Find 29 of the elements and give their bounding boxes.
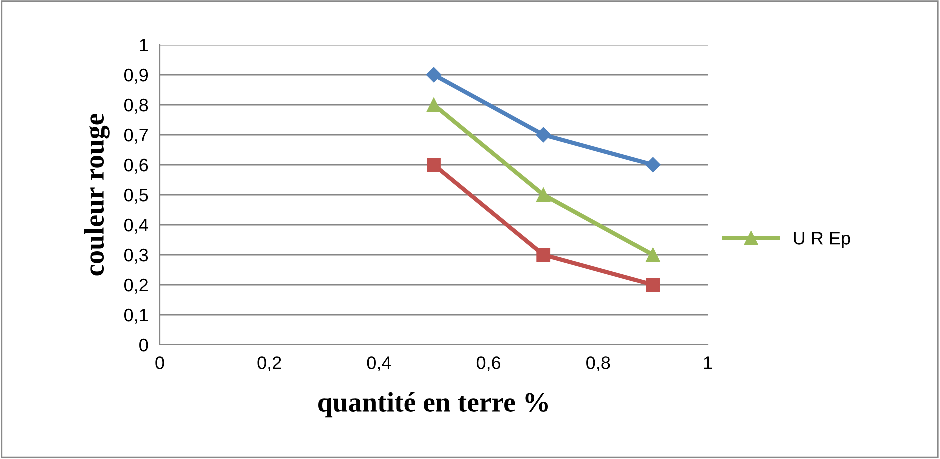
point [646,248,660,262]
x-tick-label: 0,2 [258,356,282,372]
point [536,188,551,202]
y-tick-label: 0 [140,338,148,352]
y-tick-label: 0,1 [124,308,148,324]
y-tick-label: 1 [140,39,148,52]
x-tick-label: 0,4 [367,356,392,372]
x-tick-label: 1 [704,356,712,370]
point [427,158,441,172]
y-tick-label: 0,4 [124,218,148,234]
y-tick-label: 0,5 [124,188,148,204]
y-tick-label: 0,9 [124,68,148,84]
y-tick-label: 0,2 [124,278,148,294]
x-axis-title: quantité en terre % [318,392,548,418]
point [536,248,551,262]
y-tick-label: 0,3 [124,248,148,264]
point [427,98,441,112]
y-tick-label: 0,6 [124,158,148,174]
x-tick-label: 0,6 [476,356,501,372]
point [536,127,552,143]
y-tick-label: 0,8 [124,98,148,114]
x-tick-label: 0 [156,356,164,370]
point [646,157,661,173]
point [426,67,442,83]
legend-label: U R Ep [794,232,850,248]
y-tick-label: 0,7 [124,128,148,144]
point [646,278,660,292]
x-tick-label: 0,8 [586,356,610,372]
y-axis-title: couleur rouge [84,114,110,276]
